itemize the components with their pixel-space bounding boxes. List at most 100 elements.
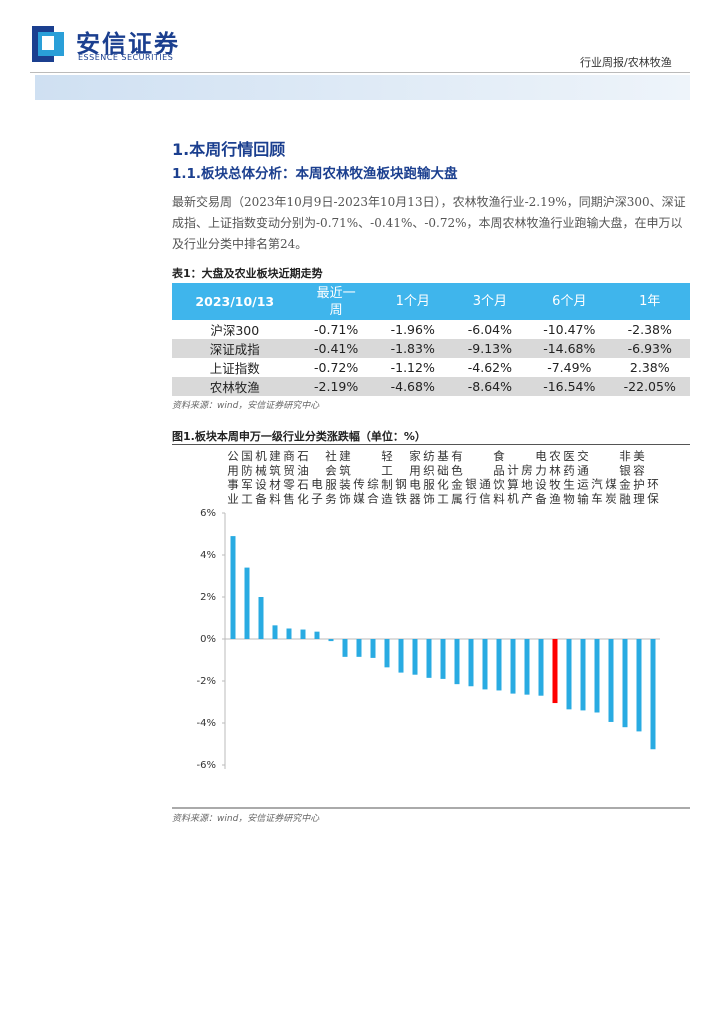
table-header-cell: 1年 [609,283,690,320]
bar [412,639,418,675]
table-cell: -2.19% [297,377,375,396]
bar [230,536,236,639]
x-tick-label: 美容护理 [632,449,646,507]
table-row: 农林牧渔 -2.19% -4.68% -8.64% -16.54% -22.05% [172,377,690,396]
bar [538,639,544,696]
header-rule [30,72,690,73]
table-cell: -9.13% [450,339,530,358]
table-cell: -6.93% [609,339,690,358]
y-tick-label: 6% [200,508,216,519]
y-tick-label: 0% [200,634,216,645]
bar [566,639,572,710]
table-cell: -16.54% [529,377,610,396]
x-tick-label: 国防军工 [240,449,254,507]
bar [370,639,376,658]
logo-text: 安信证券 [76,30,180,58]
x-tick-label: 交通运输 [576,449,590,507]
figure-source: 资料来源：wind，安信证券研究中心 [172,814,320,824]
logo-icon [32,26,64,62]
y-tick-label: 2% [200,592,216,603]
x-tick-label: 食品饮料 [492,449,506,507]
table-cell: 沪深300 [210,323,260,338]
table-cell: 农林牧渔 [172,377,298,396]
table-cell: -2.38% [627,322,672,337]
header-band [35,75,690,100]
table-header-cell: 最近一周 [297,283,375,320]
table-cell: -6.04% [467,322,513,337]
table-header-cell: 2023/10/13 [172,283,298,320]
x-tick-label: 电力设备 [534,449,548,507]
table-row: 深证成指 -0.41% -1.83% -9.13% -14.68% -6.93% [172,339,690,358]
table-cell: -0.71% [314,322,359,337]
x-tick-label: 房地产 [520,464,534,507]
table-cell: -0.72% [314,360,359,375]
table-header-cell: 1个月 [374,283,451,320]
bar [258,597,264,639]
table-cell: -8.64% [450,377,530,396]
table-header-row: 2023/10/13 最近一周 1个月 3个月 6个月 1年 [172,283,690,320]
table-cell: -22.05% [609,377,690,396]
y-tick-label: -4% [197,718,216,729]
table-row: 上证指数 -0.72% -1.12% -4.62% -7.49% 2.38% [172,358,690,377]
header-category: 行业周报/农林牧渔 [580,56,672,69]
table-caption: 表1：大盘及农业板块近期走势 [172,267,323,280]
bar [440,639,446,679]
logo-subtext: ESSENCE SECURITIES [78,53,174,62]
chart: -6% -4% -2% 0% 2% 4% 6% [172,508,690,809]
table-cell: -14.68% [529,339,610,358]
bar [552,639,558,704]
x-tick-label: 商贸零售 [282,449,296,507]
bar [594,639,600,713]
bar [300,629,306,639]
paragraph: 最新交易周（2023年10月9日-2023年10月13日），农林牧渔行业-2.1… [172,195,686,251]
table-header-cell: 6个月 [529,283,610,320]
caption-rule [172,444,690,445]
x-tick-label: 社会服务 [324,449,338,507]
x-tick-label: 农林牧渔 [548,449,562,507]
section-heading: 1.本周行情回顾 [172,140,286,159]
bar [272,625,278,639]
figure-caption: 图1.板块本周申万一级行业分类涨跌幅（单位：%） [172,430,426,443]
x-tick-label: 有色金属 [450,449,464,507]
x-tick-label: 通信 [478,478,492,507]
bar [636,639,642,732]
bar [356,639,362,657]
x-tick-label: 轻工制造 [380,449,394,507]
table-source: 资料来源：wind，安信证券研究中心 [172,401,320,411]
x-tick-label: 汽车 [590,478,604,507]
table: 2023/10/13 最近一周 1个月 3个月 6个月 1年 沪深300 -0.71% -1.… [172,283,690,396]
subsection-heading: 1.1.板块总体分析：本周农林牧渔板块跑输大盘 [172,166,458,182]
table-cell: -10.47% [543,322,596,337]
table-cell: -4.68% [374,377,451,396]
bar [580,639,586,711]
table-cell: -7.49% [547,360,592,375]
table-cell: -1.83% [374,339,451,358]
x-tick-label: 机械设备 [254,449,268,507]
x-tick-label: 钢铁 [394,478,408,507]
bar [328,639,334,642]
bar [342,639,348,657]
table-cell: -1.96% [390,322,435,337]
table-cell: -1.12% [390,360,435,375]
x-tick-label: 纺织服饰 [422,449,436,507]
bar [454,639,460,685]
x-tick-label: 建筑装饰 [338,449,352,507]
x-tick-label: 石油石化 [296,449,310,507]
bar [650,639,656,750]
bar [524,639,530,695]
x-tick-label: 公用事业 [226,449,240,507]
y-tick-label: 4% [200,550,216,561]
table-cell: 上证指数 [209,361,260,376]
x-tick-label: 煤炭 [604,478,618,507]
x-tick-label: 家用电器 [408,449,422,507]
x-tick-label: 非银金融 [618,449,632,507]
x-tick-label: 传媒 [352,478,366,507]
bar [244,567,250,639]
table-row: 沪深300 -0.71% -1.96% -6.04% -10.47% -2.38% [172,320,690,339]
bar [482,639,488,690]
bar [384,639,390,668]
x-tick-label: 基础化工 [436,449,450,507]
bar [510,639,516,694]
bar [622,639,628,728]
